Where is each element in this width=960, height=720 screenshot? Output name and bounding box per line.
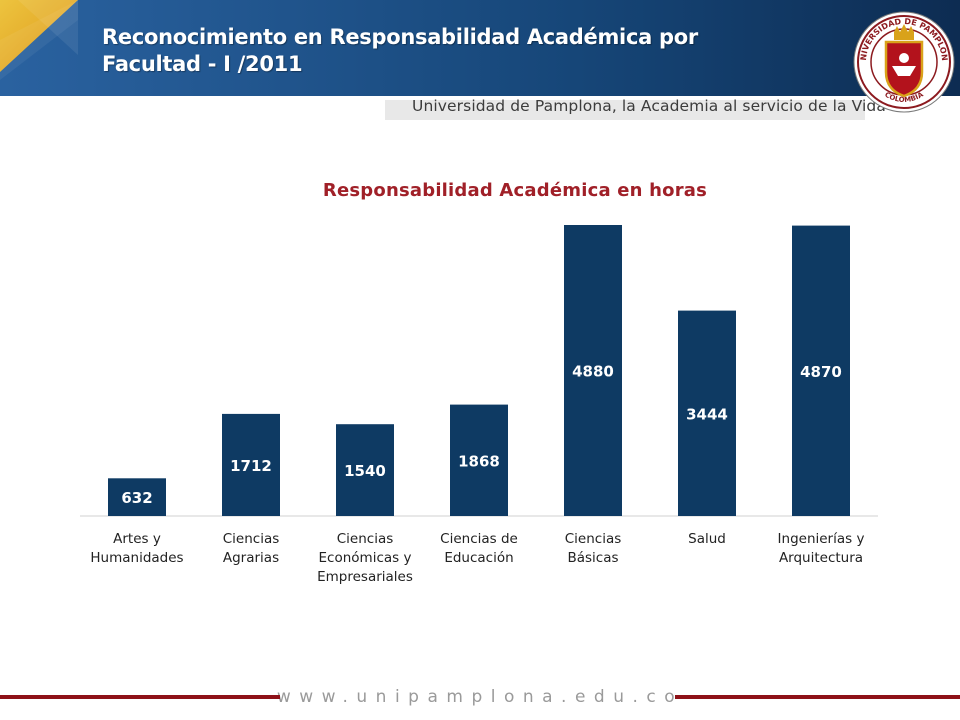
category-label-1: Ciencias Agrarias — [222, 531, 280, 566]
category-label-4: Ciencias Básicas — [564, 531, 622, 566]
bar-1 — [222, 413, 280, 516]
chart-title: Responsabilidad Académica en horas — [322, 180, 708, 201]
bar-4 — [564, 225, 622, 516]
category-label-6: Ingenierías y Arquitectura — [777, 531, 865, 566]
title-line-2: Facultad - I /2011 — [102, 52, 303, 76]
header-banner: Reconocimiento en Responsabilidad Académ… — [0, 0, 960, 128]
bars-group — [108, 225, 850, 516]
bar-5 — [678, 310, 736, 516]
category-label-2: Ciencias Económicas y Empresariales — [317, 531, 413, 585]
footer-line-left — [0, 695, 280, 699]
title-line-1: Reconocimiento en Responsabilidad Académ… — [102, 25, 698, 49]
data-label-6: 4870 — [800, 363, 842, 381]
university-seal-logo: UNIVERSIDAD DE PAMPLONA COLOMBIA — [852, 2, 955, 113]
data-label-1: 1712 — [230, 457, 272, 475]
data-label-0: 632 — [121, 489, 152, 507]
footer-url[interactable]: www.unipamplona.edu.co — [276, 687, 684, 707]
bar-2 — [336, 424, 394, 516]
bar-0 — [108, 478, 166, 516]
data-label-3: 1868 — [458, 452, 500, 470]
page-title: Reconocimiento en Responsabilidad Académ… — [102, 24, 822, 78]
bar-6 — [792, 225, 850, 516]
header-background — [0, 0, 960, 124]
footer-line-right — [675, 695, 960, 699]
category-label-5: Salud — [688, 531, 726, 547]
university-tagline: Universidad de Pamplona, la Academia al … — [412, 97, 886, 115]
category-label-3: Ciencias de Educación — [440, 531, 518, 566]
data-labels-group: 632 1712 1540 1868 4880 3444 4870 — [121, 363, 842, 508]
bar-3 — [450, 404, 508, 516]
category-label-0: Artes y Humanidades — [90, 531, 184, 566]
data-label-5: 3444 — [686, 405, 728, 423]
data-label-2: 1540 — [344, 462, 386, 480]
data-label-4: 4880 — [572, 363, 614, 381]
